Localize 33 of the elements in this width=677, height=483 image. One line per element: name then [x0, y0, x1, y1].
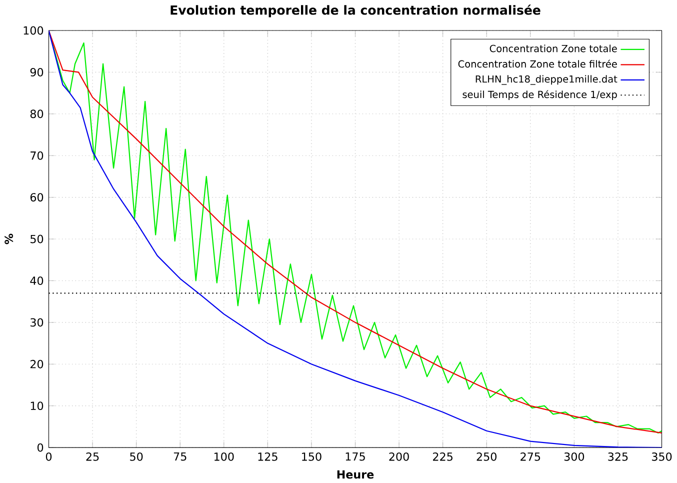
x-tick-label: 225: [433, 452, 452, 461]
legend-label: seuil Temps de Résidence 1/exp: [462, 90, 617, 100]
x-tick-label: 350: [652, 452, 672, 461]
x-tick-label: 75: [174, 452, 186, 461]
x-tick-label: 0: [46, 452, 52, 461]
legend-label: Concentration Zone totale: [490, 44, 617, 52]
y-tick-label: 0: [38, 443, 44, 452]
legend-label: Concentration Zone totale filtrée: [458, 60, 617, 68]
chart-title: Evolution temporelle de la concentration normalisée: [170, 4, 540, 18]
y-tick-label: 30: [30, 318, 44, 326]
y-tick-label: 100: [24, 26, 44, 35]
x-tick-label: 200: [389, 452, 409, 461]
y-tick-label: 40: [30, 276, 44, 285]
legend-label: RLHN_hc18_dieppe1mille.dat: [476, 74, 618, 85]
x-tick-label: 125: [258, 452, 278, 461]
y-tick-label: 60: [30, 192, 44, 202]
x-tick-label: 150: [302, 452, 322, 461]
x-tick-label: 50: [130, 452, 143, 461]
y-axis-title: %: [4, 234, 14, 244]
x-tick-label: 100: [214, 452, 234, 461]
y-tick-label: 50: [30, 234, 44, 244]
x-tick-label: 300: [564, 452, 584, 461]
y-tick-label: 10: [30, 401, 44, 410]
x-tick-label: 25: [86, 452, 99, 461]
x-tick-label: 175: [346, 452, 365, 461]
y-tick-label: 80: [30, 110, 44, 118]
x-tick-label: 250: [476, 452, 496, 461]
y-tick-label: 20: [30, 360, 44, 368]
x-axis-title: Heure: [337, 470, 374, 479]
x-tick-label: 325: [608, 452, 628, 461]
y-tick-label: 70: [30, 151, 44, 160]
y-tick-label: 90: [30, 68, 44, 76]
x-tick-label: 275: [520, 452, 540, 461]
